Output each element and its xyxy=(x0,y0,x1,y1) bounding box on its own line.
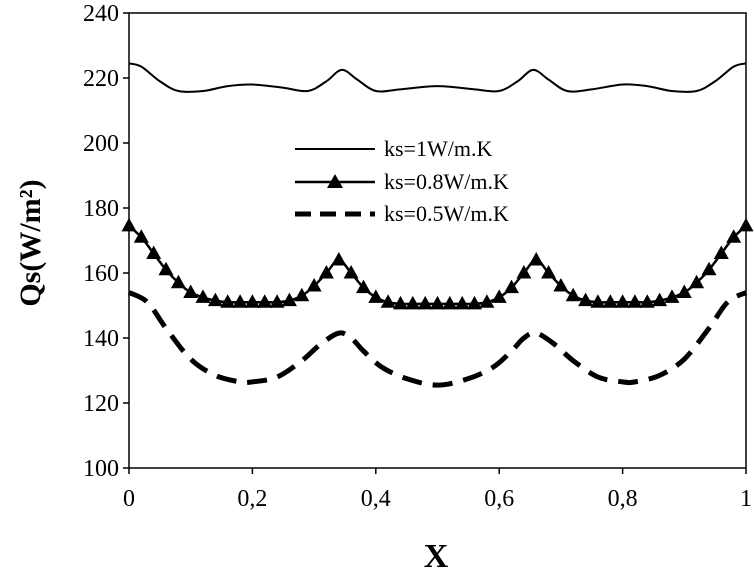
y-tick-label: 120 xyxy=(83,391,119,417)
x-tick-label: 0,8 xyxy=(608,486,638,512)
legend-marker-triangle xyxy=(327,174,343,188)
data-point-triangle xyxy=(281,292,297,307)
data-point-triangle xyxy=(343,265,359,279)
data-point-triangle xyxy=(689,274,705,289)
series-3 xyxy=(127,290,748,388)
series-layer xyxy=(121,62,754,388)
x-axis-title: X xyxy=(424,538,449,575)
x-tick-labels: 0 0,2 0,4 0,6 0,8 1 xyxy=(123,486,752,512)
data-point-triangle xyxy=(528,252,544,266)
data-point-triangle xyxy=(652,292,668,307)
plot-area-border xyxy=(128,12,747,469)
data-point-triangle xyxy=(491,289,507,303)
data-point-triangle xyxy=(331,252,347,266)
legend-label-ks-1: ks=1W/m.K xyxy=(384,136,492,161)
data-point-triangle xyxy=(368,289,384,303)
x-tick-label: 0,2 xyxy=(237,486,267,512)
data-point-triangle xyxy=(405,295,421,310)
x-tick-label: 0,6 xyxy=(484,486,514,512)
legend-label-ks-0-8: ks=0.8W/m.K xyxy=(384,169,509,194)
y-tick-label: 220 xyxy=(83,66,119,92)
data-point-triangle xyxy=(479,294,495,308)
data-point-triangle xyxy=(232,294,248,308)
data-point-triangle xyxy=(627,294,643,308)
data-point-triangle xyxy=(442,295,458,310)
data-point-triangle xyxy=(541,265,557,279)
data-point-triangle xyxy=(133,229,149,243)
series-1 xyxy=(128,62,747,93)
x-tick-label: 1 xyxy=(740,486,752,512)
y-tick-label: 100 xyxy=(83,456,119,482)
data-point-triangle xyxy=(380,294,396,308)
data-point-triangle xyxy=(183,284,199,298)
data-point-triangle xyxy=(467,295,482,310)
series-line xyxy=(127,290,748,388)
data-point-triangle xyxy=(639,294,655,308)
x-tick-label: 0,4 xyxy=(361,486,391,512)
data-point-triangle xyxy=(676,284,692,298)
y-tick-label: 160 xyxy=(83,261,119,287)
data-point-triangle xyxy=(454,295,470,310)
data-point-triangle xyxy=(713,245,729,259)
y-tick-labels: 100 120 140 160 180 200 220 240 xyxy=(83,1,119,482)
data-point-triangle xyxy=(195,289,211,303)
data-point-triangle xyxy=(504,279,519,294)
data-point-triangle xyxy=(726,229,742,243)
data-point-triangle xyxy=(146,245,162,259)
series-line xyxy=(128,224,747,306)
data-point-triangle xyxy=(294,287,310,302)
data-point-triangle xyxy=(393,295,408,310)
plot-frame xyxy=(128,12,747,469)
data-point-triangle xyxy=(318,265,334,279)
x-tick-label: 0 xyxy=(123,486,135,512)
data-point-triangle xyxy=(269,294,285,308)
data-point-triangle xyxy=(306,278,322,292)
data-point-triangle xyxy=(244,294,260,308)
data-point-triangle xyxy=(257,294,273,308)
y-tick-label: 140 xyxy=(83,326,119,352)
data-point-triangle xyxy=(220,294,236,308)
y-tick-label: 200 xyxy=(83,131,119,157)
data-point-triangle xyxy=(207,292,223,307)
data-point-triangle xyxy=(701,261,717,276)
axis-ticks xyxy=(123,12,747,474)
series-2 xyxy=(121,217,754,310)
series-line xyxy=(128,62,747,93)
data-point-triangle xyxy=(516,265,532,279)
data-point-triangle xyxy=(615,294,631,308)
data-point-triangle xyxy=(417,295,433,310)
legend: ks=1W/m.K ks=0.8W/m.K ks=0.5W/m.K xyxy=(295,136,509,226)
data-point-triangle xyxy=(602,294,618,308)
data-point-triangle xyxy=(356,279,371,294)
legend-label-ks-0-5: ks=0.5W/m.K xyxy=(384,201,509,226)
y-tick-label: 180 xyxy=(83,196,119,222)
y-axis-title: Qs(W/m²) xyxy=(14,179,47,306)
y-tick-label: 240 xyxy=(83,1,119,27)
data-point-triangle xyxy=(590,294,606,308)
data-point-triangle xyxy=(565,287,581,302)
data-point-triangle xyxy=(553,278,569,292)
data-point-triangle xyxy=(158,261,174,276)
data-point-triangle xyxy=(430,295,445,310)
data-point-triangle xyxy=(664,289,680,303)
data-point-triangle xyxy=(578,292,594,307)
data-point-triangle xyxy=(170,274,186,289)
